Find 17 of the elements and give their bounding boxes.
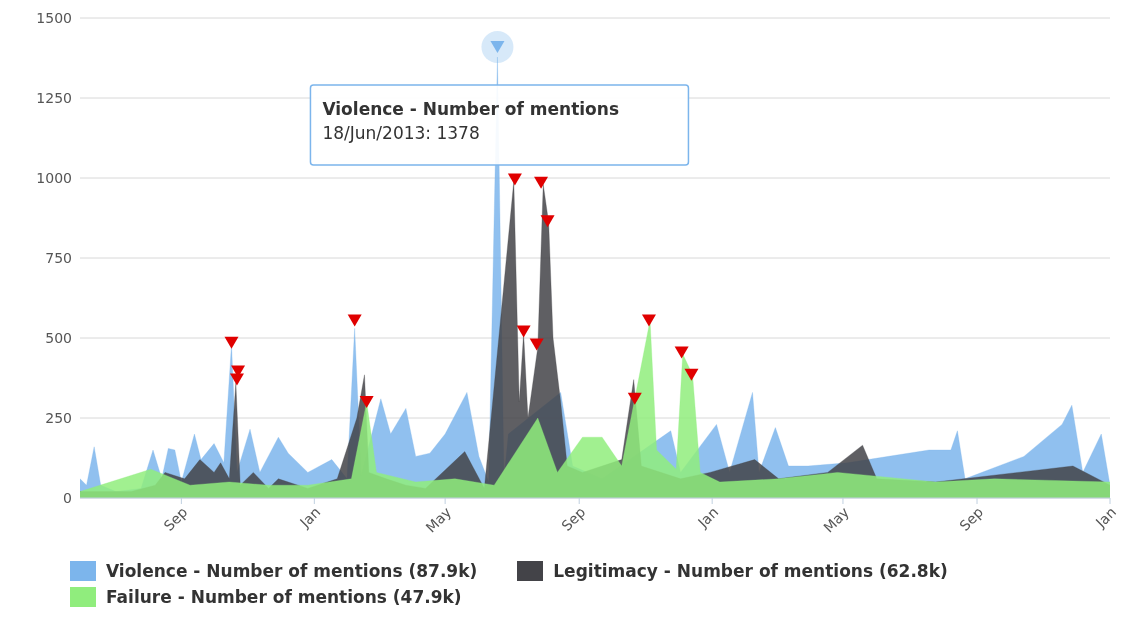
legend-label: Legitimacy - Number of mentions (62.8k) — [553, 561, 948, 581]
legend-label: Failure - Number of mentions (47.9k) — [106, 587, 462, 607]
y-tick-label: 500 — [45, 329, 72, 346]
x-tick-label: Sep — [956, 503, 987, 534]
x-tick-label: Sep — [558, 503, 589, 534]
legend-label: Violence - Number of mentions (87.9k) — [106, 561, 478, 581]
annotation: Violence - Number of mentions 18/Jun/2013: 1378 — [322, 99, 620, 144]
y-tick-label: 1500 — [36, 9, 72, 26]
x-tick-label: Jan — [694, 503, 722, 532]
x-tick-label: Jan — [1091, 503, 1120, 532]
y-tick-label: 750 — [45, 249, 72, 266]
x-tick-label: Jan — [296, 503, 324, 532]
y-tick-label: 0 — [63, 489, 72, 506]
y-tick-label: 1000 — [36, 169, 72, 186]
x-tick-label: Sep — [160, 503, 191, 534]
y-tick-label: 1250 — [36, 89, 72, 106]
y-tick-label: 250 — [45, 409, 72, 426]
